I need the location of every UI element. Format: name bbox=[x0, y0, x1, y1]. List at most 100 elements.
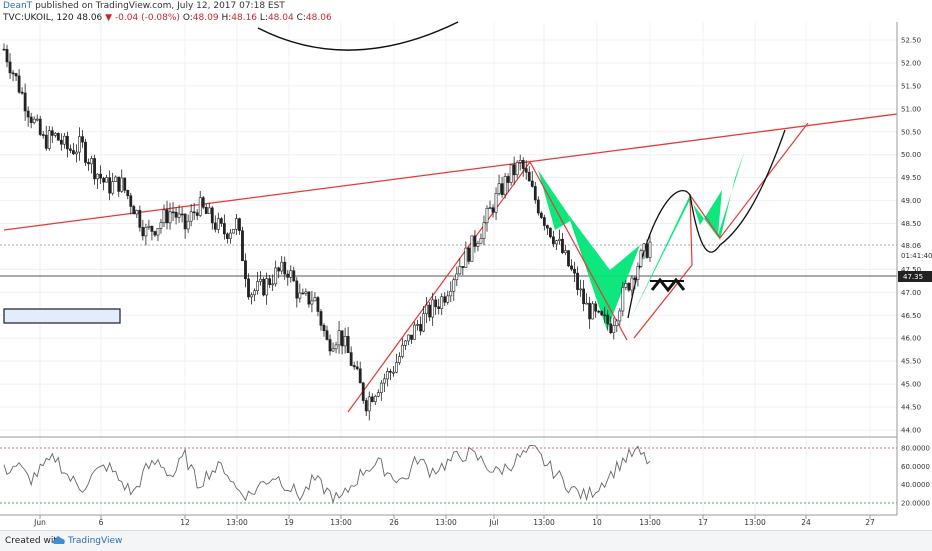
open-value: 48.09 bbox=[192, 13, 219, 23]
candle-body bbox=[576, 272, 579, 290]
time-axis[interactable]: Jun 6 12 13:00 19 13:00 26 13:00 Jul 13:00 10 13:00… bbox=[33, 515, 875, 527]
candle-body bbox=[198, 197, 202, 216]
candle-body bbox=[250, 294, 253, 298]
candle-body bbox=[431, 299, 435, 318]
candle-body bbox=[304, 291, 308, 294]
candle-body bbox=[44, 134, 48, 149]
candle-body bbox=[319, 311, 323, 326]
candle-body bbox=[385, 371, 389, 380]
candle-body bbox=[123, 177, 127, 191]
candle-body bbox=[159, 222, 163, 229]
rsi-tick-label: 20.0000 bbox=[901, 500, 930, 508]
price-tick-label: 51.50 bbox=[901, 82, 921, 90]
candle-body bbox=[111, 181, 115, 194]
candle-body bbox=[464, 247, 468, 268]
candle-body bbox=[552, 236, 555, 245]
candle-body bbox=[14, 73, 18, 77]
price-tick-label: 52.00 bbox=[901, 59, 921, 67]
footer-bar: Created with TradingView bbox=[0, 530, 932, 551]
candle-body bbox=[87, 162, 90, 165]
close-value: 48.06 bbox=[305, 13, 332, 23]
candle-body bbox=[201, 197, 205, 208]
open-label: O: bbox=[182, 13, 193, 23]
impulse-arrow-up bbox=[347, 161, 531, 413]
candle-body bbox=[337, 330, 341, 346]
tradingview-link[interactable]: TradingView bbox=[68, 536, 123, 546]
candle-body bbox=[482, 222, 486, 239]
price-tick-label: 49.50 bbox=[901, 174, 921, 182]
candle-body bbox=[648, 241, 652, 258]
countdown-label: 01:41:40 bbox=[901, 252, 932, 260]
price-tick-label: 47.00 bbox=[901, 289, 921, 297]
candle-body bbox=[449, 290, 453, 297]
candle-body bbox=[358, 368, 362, 384]
price-tick-label: 45.00 bbox=[901, 381, 921, 389]
symbol-name: TVC:UKOIL, 120 bbox=[3, 13, 74, 23]
time-tick-label: 13:00 bbox=[533, 518, 555, 527]
candle-body bbox=[265, 278, 269, 296]
range-box bbox=[3, 308, 121, 324]
candle-body bbox=[183, 213, 187, 230]
candle-body bbox=[26, 110, 30, 118]
candle-body bbox=[62, 135, 66, 145]
candlesticks bbox=[2, 43, 652, 421]
candle-body bbox=[404, 340, 407, 346]
candle-body bbox=[582, 288, 585, 305]
price-tick-label: 46.50 bbox=[901, 312, 921, 320]
candle-body bbox=[467, 247, 471, 262]
candle-body bbox=[38, 118, 42, 135]
candle-body bbox=[506, 176, 510, 183]
candle-body bbox=[150, 225, 154, 232]
time-tick-label: 13:00 bbox=[330, 518, 352, 527]
candle-body bbox=[461, 266, 465, 268]
candle-body bbox=[561, 238, 564, 253]
price-tick-label: 45.50 bbox=[901, 358, 921, 366]
candle-body bbox=[147, 225, 151, 228]
price-tick-label: 51.00 bbox=[901, 105, 921, 113]
candle-body bbox=[292, 270, 296, 282]
impulse-arrow-down bbox=[529, 161, 628, 341]
price-chart[interactable]: 52.50 52.00 51.50 51.00 50.50 50.00 49.50 49.00… bbox=[0, 0, 932, 530]
candle-body bbox=[132, 206, 136, 215]
black-arc-drawing bbox=[257, 21, 459, 51]
candle-body bbox=[633, 277, 637, 281]
candle-body bbox=[398, 356, 401, 363]
candle-body bbox=[624, 283, 628, 288]
candle-body bbox=[165, 209, 169, 224]
candle-body bbox=[376, 392, 380, 397]
candle-body bbox=[171, 211, 175, 214]
candle-body bbox=[47, 130, 51, 149]
candle-body bbox=[488, 207, 492, 210]
symbol-info: TVC:UKOIL, 120 48.06 ▼ -0.04 (-0.08%) O:… bbox=[3, 13, 332, 23]
price-axis[interactable]: 52.50 52.00 51.50 51.00 50.50 50.00 49.50 49.00… bbox=[901, 37, 921, 435]
candle-body bbox=[271, 283, 275, 286]
candle-body bbox=[591, 303, 595, 320]
last-price-label: 48.06 bbox=[901, 242, 922, 250]
candle-body bbox=[69, 148, 72, 151]
candle-body bbox=[533, 186, 537, 201]
candle-body bbox=[225, 233, 229, 239]
price-tick-label: 52.50 bbox=[901, 37, 921, 45]
candle-body bbox=[401, 344, 404, 357]
candle-body bbox=[301, 292, 305, 295]
candle-body bbox=[99, 173, 102, 179]
candle-body bbox=[174, 211, 178, 218]
candle-body bbox=[310, 300, 314, 305]
candle-body bbox=[81, 136, 84, 143]
candle-body bbox=[476, 242, 480, 247]
candle-body bbox=[35, 118, 39, 121]
candle-body bbox=[262, 278, 266, 296]
candle-body bbox=[491, 207, 495, 213]
time-tick-label: 27 bbox=[865, 518, 875, 527]
candle-body bbox=[32, 118, 36, 123]
candle-body bbox=[316, 297, 320, 312]
harmonic-pattern-2 bbox=[568, 214, 640, 330]
candle-body bbox=[446, 295, 450, 303]
candle-body bbox=[238, 218, 241, 232]
candle-body bbox=[189, 211, 193, 222]
price-tick-label: 50.50 bbox=[901, 128, 921, 136]
candle-body bbox=[594, 303, 598, 312]
author-name[interactable]: DeanT bbox=[3, 1, 33, 11]
time-tick-label: 26 bbox=[389, 518, 399, 527]
candle-body bbox=[41, 134, 45, 136]
